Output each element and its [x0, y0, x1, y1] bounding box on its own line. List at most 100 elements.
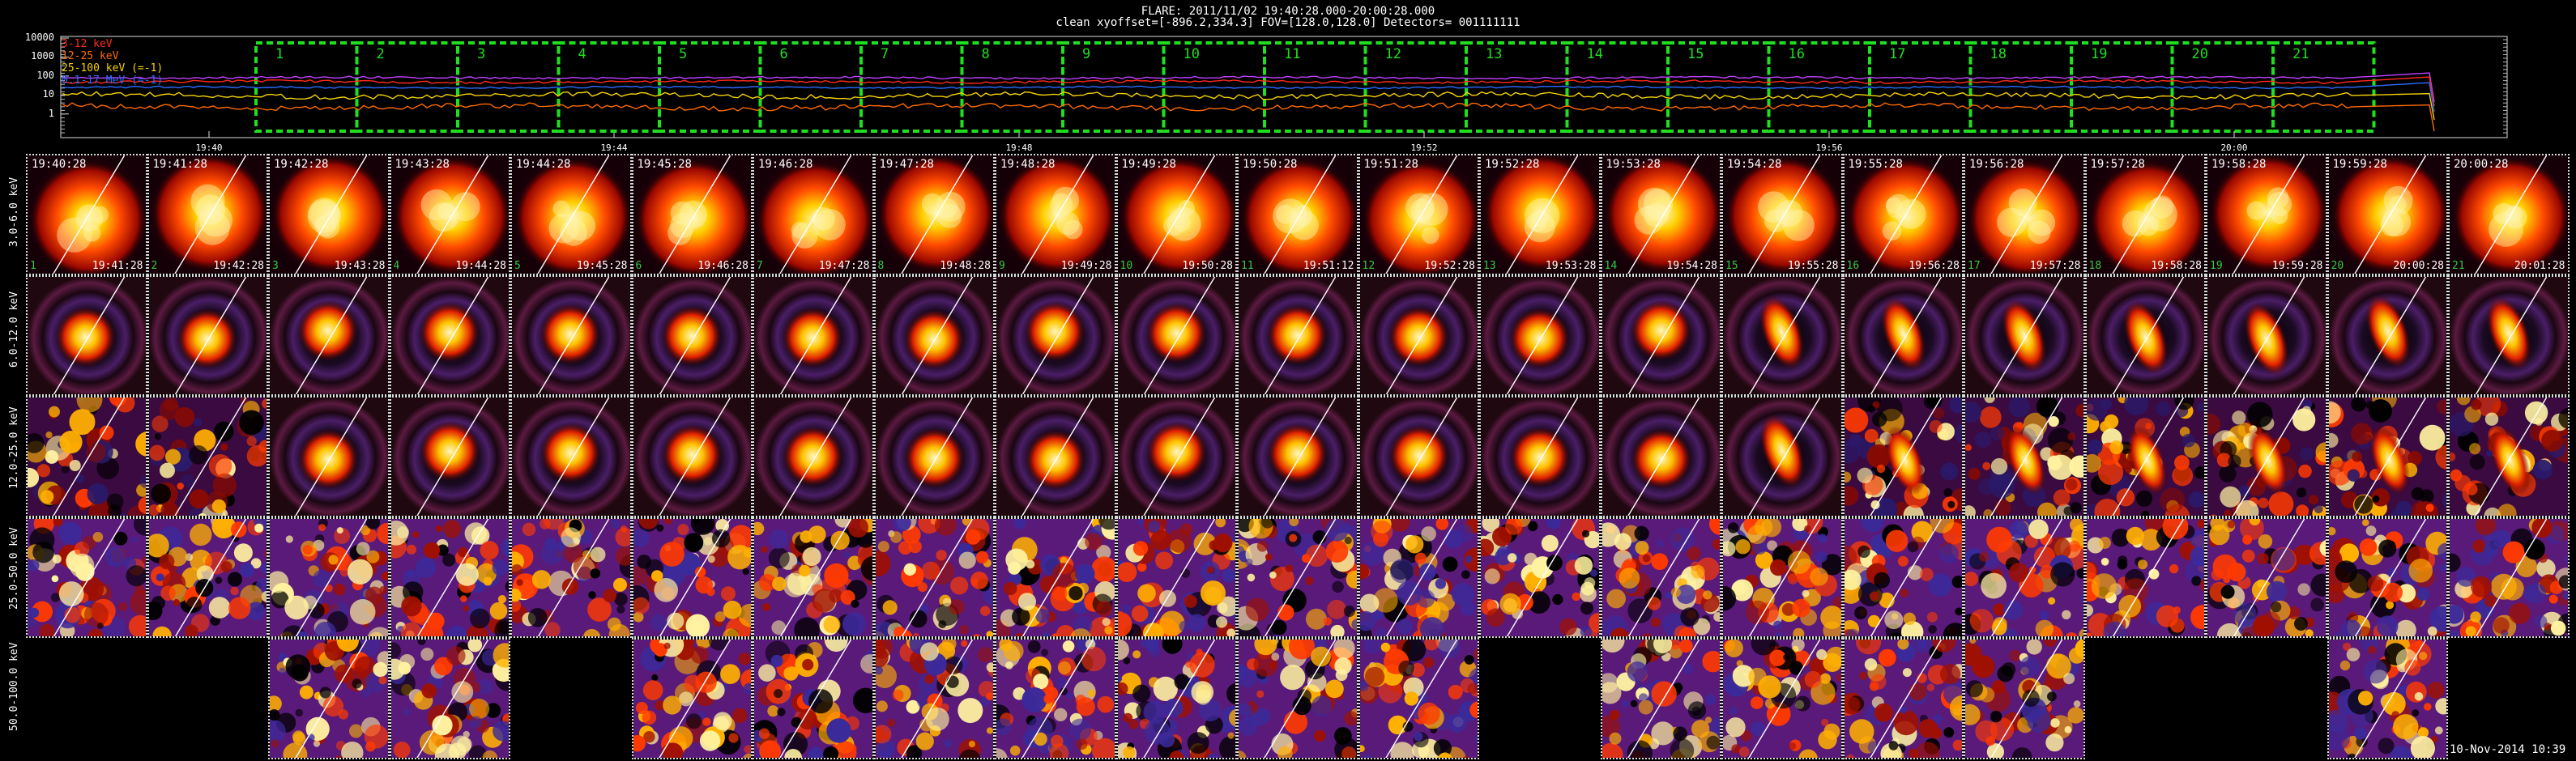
- texture-blob: [2209, 524, 2230, 545]
- legend-entry: 12-25 keV: [62, 50, 119, 62]
- texture-blob: [51, 575, 59, 582]
- source-highlight: [670, 201, 694, 225]
- texture-blob: [1200, 580, 1226, 606]
- texture-blob: [2434, 726, 2443, 735]
- source-highlight: [2267, 191, 2292, 217]
- image-cell: [873, 274, 995, 396]
- texture-blob: [1137, 518, 1145, 525]
- solar-limb-line: [2111, 155, 2184, 274]
- solar-limb-line: [1384, 518, 1457, 637]
- texture-blob: [313, 569, 331, 587]
- texture-blob: [825, 640, 848, 653]
- cell-image: [2450, 155, 2568, 274]
- texture-blob: [1508, 552, 1517, 563]
- texture-blob: [1979, 551, 1990, 562]
- texture-blob: [512, 597, 522, 612]
- cell-image: [2450, 398, 2568, 516]
- time-start-label: 19:46:28: [758, 158, 813, 171]
- texture-blob: [876, 700, 888, 712]
- solar-limb-line: [537, 155, 610, 274]
- source-highlight: [548, 213, 579, 244]
- texture-blob: [924, 674, 934, 684]
- texture-blob: [1844, 696, 1860, 713]
- cell-image: [1965, 518, 2083, 637]
- texture-blob: [2390, 711, 2399, 719]
- texture-blob: [694, 671, 717, 693]
- texture-blob: [1214, 518, 1226, 527]
- texture-blob: [2022, 689, 2040, 708]
- texture-blob: [1985, 736, 1996, 746]
- texture-blob: [1552, 593, 1563, 605]
- texture-blob: [2196, 402, 2205, 412]
- texture-blob: [1140, 640, 1149, 648]
- texture-blob: [1750, 696, 1764, 709]
- texture-blob: [159, 462, 175, 478]
- texture-blob: [972, 633, 981, 637]
- texture-blob: [706, 587, 715, 596]
- texture-blob: [917, 518, 940, 534]
- texture-blob: [238, 410, 264, 436]
- texture-blob: [505, 580, 510, 593]
- texture-blob: [1041, 648, 1049, 657]
- texture-blob: [1311, 646, 1331, 667]
- texture-blob: [1132, 684, 1150, 703]
- texture-blob: [1166, 528, 1192, 553]
- texture-blob: [1706, 735, 1720, 750]
- cell-image: [1601, 398, 1721, 516]
- texture-blob: [1947, 500, 1955, 508]
- solar-limb-line: [2233, 398, 2305, 516]
- texture-blob: [463, 730, 470, 738]
- texture-blob: [650, 614, 667, 631]
- texture-blob: [2241, 626, 2257, 637]
- texture-blob: [2385, 600, 2394, 609]
- texture-blob: [1323, 616, 1333, 626]
- texture-blob: [184, 624, 198, 637]
- texture-blob: [141, 556, 146, 563]
- source-spot: [783, 426, 843, 487]
- texture-blob: [2272, 547, 2296, 571]
- texture-blob: [341, 742, 364, 758]
- texture-blob: [1601, 673, 1619, 693]
- texture-blob: [390, 520, 408, 546]
- texture-blob: [2063, 506, 2073, 516]
- texture-blob: [826, 718, 851, 743]
- texture-blob: [173, 598, 180, 606]
- texture-blob: [1149, 646, 1160, 657]
- texture-blob: [1277, 746, 1293, 758]
- texture-blob: [1861, 518, 1883, 532]
- texture-blob: [1330, 624, 1345, 637]
- texture-blob: [450, 681, 473, 704]
- texture-blob: [1948, 398, 1963, 414]
- source-highlight: [308, 198, 340, 229]
- texture-blob: [1969, 640, 1977, 644]
- solar-limb-line: [1748, 155, 1821, 274]
- texture-blob: [635, 702, 648, 714]
- texture-blob: [1776, 631, 1783, 637]
- texture-blob: [1035, 608, 1050, 623]
- interval-box: [355, 41, 459, 133]
- texture-blob: [1802, 589, 1810, 597]
- image-cell: 19:51:28 19:52:28 12: [1358, 154, 1479, 275]
- texture-blob: [531, 569, 552, 589]
- texture-blob: [2045, 733, 2064, 752]
- texture-blob: [296, 631, 309, 637]
- texture-blob: [848, 518, 868, 538]
- texture-blob: [1269, 571, 1277, 579]
- source-highlight: [2271, 207, 2288, 224]
- image-cell: [268, 517, 390, 638]
- energy-band-label: 12.0-25.0 keV: [8, 406, 20, 489]
- texture-blob: [1056, 677, 1068, 689]
- texture-blob: [1735, 538, 1751, 554]
- texture-blob: [212, 473, 237, 498]
- texture-blob: [1816, 648, 1828, 661]
- source-highlight: [429, 202, 458, 232]
- image-cell: [2084, 396, 2206, 517]
- texture-blob: [830, 530, 850, 550]
- texture-blob: [130, 589, 146, 615]
- texture-blob: [1147, 520, 1160, 533]
- texture-blob: [2328, 725, 2350, 751]
- texture-blob: [2359, 538, 2377, 556]
- texture-blob: [996, 748, 1008, 758]
- texture-blob: [1789, 742, 1797, 750]
- texture-blob: [1404, 691, 1418, 706]
